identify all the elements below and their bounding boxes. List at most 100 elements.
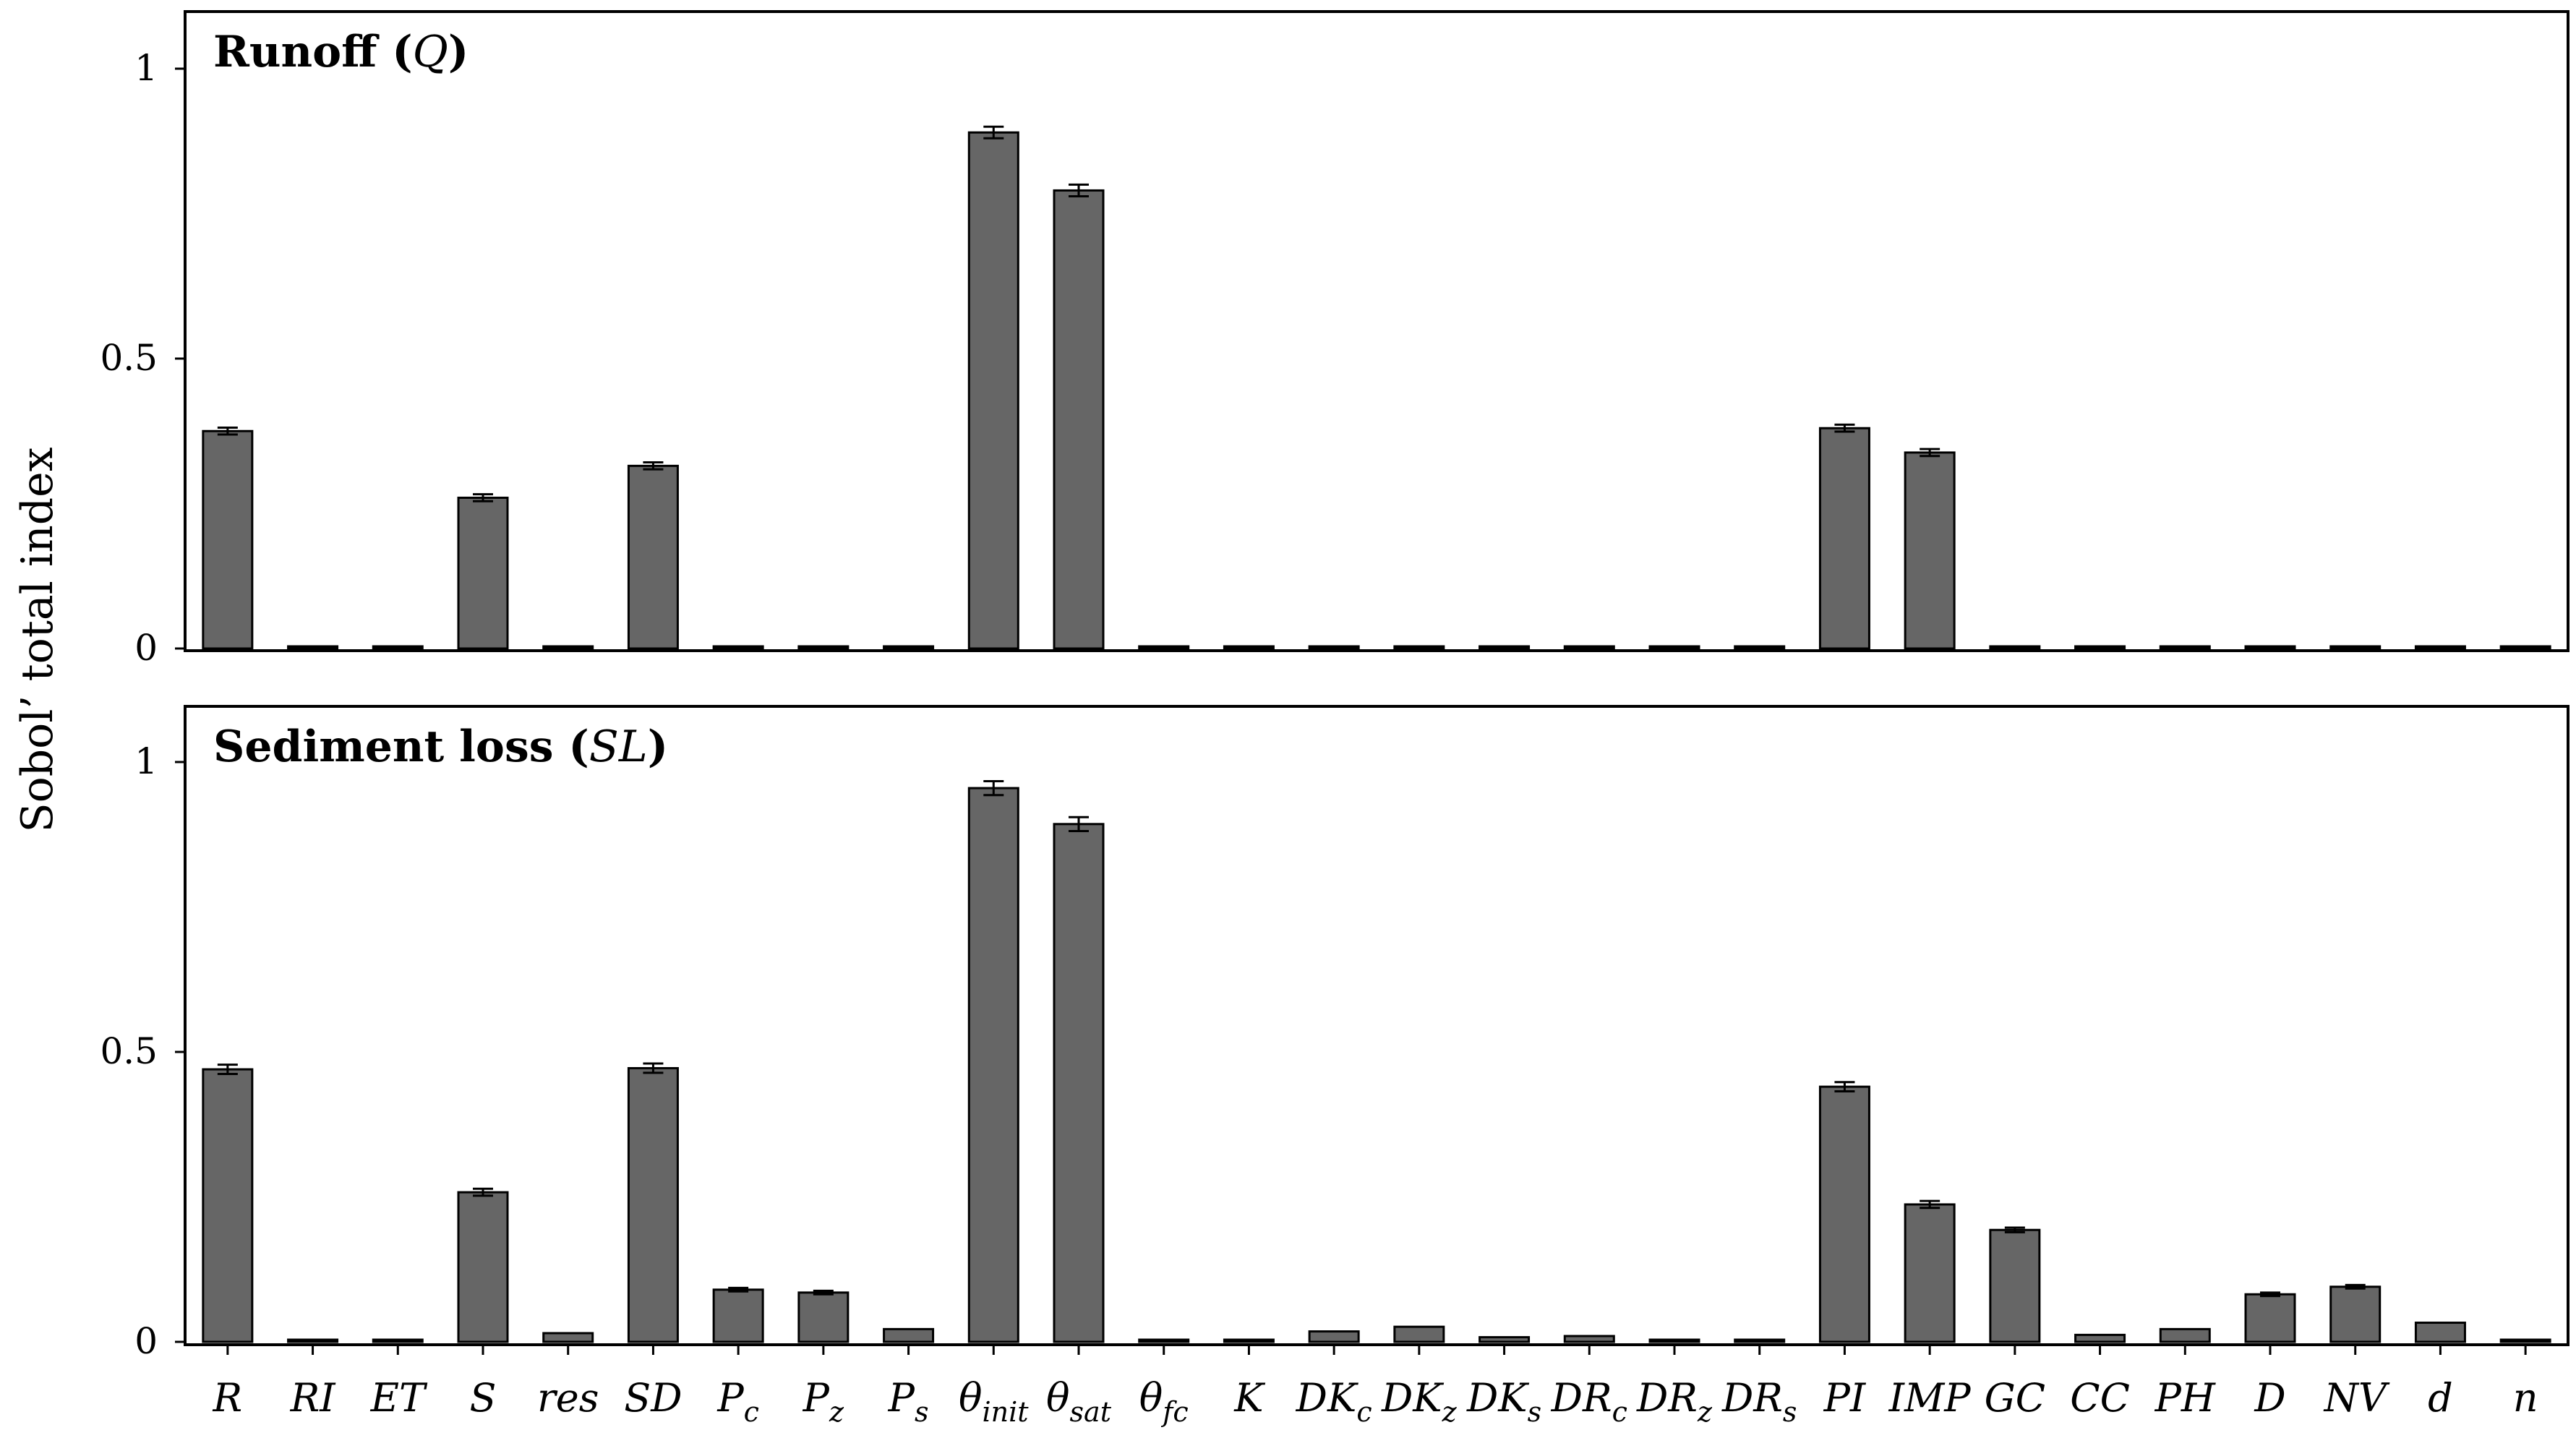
bar-IMP xyxy=(1904,451,1956,650)
x-tick-label-subscript: s xyxy=(1528,1396,1542,1428)
panel-title: Runoff (Q) xyxy=(213,27,468,77)
bar-NV xyxy=(2329,1285,2382,1343)
y-tick-label: 0 xyxy=(134,1320,158,1362)
x-tick-label: GC xyxy=(1985,1375,2045,1421)
bar-DRs xyxy=(1734,645,1786,650)
x-tick-label-base: n xyxy=(2513,1375,2538,1421)
x-tick-label-subscript: sat xyxy=(1070,1396,1112,1428)
bar-PI xyxy=(1818,1085,1870,1343)
bar-DRs xyxy=(1734,1338,1786,1343)
x-tick-label-base: PI xyxy=(1823,1375,1867,1421)
bar-CC xyxy=(2074,1333,2126,1343)
bar-CC xyxy=(2074,645,2126,650)
bar-K xyxy=(1223,645,1275,650)
bar-θfc xyxy=(1138,1338,1190,1343)
x-tick-label: Pz xyxy=(803,1375,844,1428)
bar-DKc xyxy=(1308,1330,1360,1343)
bar-K xyxy=(1223,1338,1275,1343)
plot-frame xyxy=(184,10,2569,652)
x-tick-label: DKc xyxy=(1296,1375,1372,1428)
x-tick-label-subscript: c xyxy=(1612,1396,1627,1428)
bar-θsat xyxy=(1053,823,1105,1343)
x-tick-label-subscript: init xyxy=(983,1396,1030,1428)
x-tick-label: SD xyxy=(624,1375,682,1421)
x-tick-label-subscript: z xyxy=(1442,1396,1458,1428)
x-tick-label-subscript: fc xyxy=(1160,1396,1188,1428)
panel-title-text: ) xyxy=(448,27,468,77)
x-tick-label: IMP xyxy=(1888,1375,1972,1421)
bar-IMP xyxy=(1904,1203,1956,1343)
x-tick-label: PH xyxy=(2154,1375,2216,1421)
bar-DRc xyxy=(1563,1335,1615,1343)
x-tick-label-base: DR xyxy=(1636,1375,1698,1421)
x-tick-label-base: D xyxy=(2254,1375,2285,1421)
x-tick-label: n xyxy=(2513,1375,2538,1421)
bar-d xyxy=(2414,1322,2466,1343)
bar-SD xyxy=(627,1066,679,1343)
x-tick-label: R xyxy=(213,1375,243,1421)
bar-D xyxy=(2244,1293,2296,1343)
x-tick-label: Ps xyxy=(888,1375,929,1428)
x-tick-label-base: CC xyxy=(2070,1375,2130,1421)
x-tick-label-base: PH xyxy=(2154,1375,2216,1421)
x-tick-label: θsat xyxy=(1046,1375,1112,1428)
x-tick-label-base: DK xyxy=(1296,1375,1358,1421)
bar-ET xyxy=(372,1338,424,1343)
x-tick-label-base: DR xyxy=(1551,1375,1612,1421)
x-tick-label-base: res xyxy=(537,1375,599,1421)
x-tick-label-base: R xyxy=(213,1375,243,1421)
x-tick-label-subscript: z xyxy=(829,1396,844,1428)
x-tick-label: NV xyxy=(2323,1375,2390,1421)
bar-Pc xyxy=(712,645,764,650)
bar-Pz xyxy=(797,645,850,650)
x-tick-label: θfc xyxy=(1139,1375,1189,1428)
x-tick-label: res xyxy=(537,1375,599,1421)
y-axis-label: Sobol’ total index xyxy=(12,447,63,832)
plot-frame xyxy=(184,705,2569,1346)
x-tick-label-base: P xyxy=(803,1375,831,1421)
x-tick-label-subscript: c xyxy=(1356,1396,1372,1428)
x-tick-label-base: θ xyxy=(959,1375,983,1421)
bar-GC xyxy=(1989,645,2041,650)
bar-SD xyxy=(627,464,679,650)
x-tick-label: PI xyxy=(1823,1375,1867,1421)
x-tick-label-base: ET xyxy=(370,1375,428,1421)
bar-DKs xyxy=(1479,645,1531,650)
bar-D xyxy=(2244,645,2296,650)
x-tick-label: RI xyxy=(290,1375,337,1421)
bar-PH xyxy=(2159,1327,2211,1343)
chart-panel-1: 0 0.5 1 Runoff (Q) xyxy=(100,10,2569,669)
x-tick-label: ET xyxy=(370,1375,428,1421)
panel-title-symbol: SL xyxy=(589,722,648,772)
bar-S xyxy=(457,496,509,650)
bar-θinit xyxy=(967,131,1019,650)
panel-title: Sediment loss (SL) xyxy=(213,722,668,772)
y-tick-label: 0.5 xyxy=(100,337,158,379)
x-tick-label-subscript: s xyxy=(915,1396,929,1428)
x-tick-label: θinit xyxy=(959,1375,1029,1428)
bar-Pc xyxy=(712,1288,764,1343)
x-tick-label-base: S xyxy=(470,1375,497,1421)
x-tick-label: d xyxy=(2428,1375,2453,1421)
bar-DKz xyxy=(1393,1325,1445,1343)
bar-RI xyxy=(287,645,339,650)
x-tick-label-base: IMP xyxy=(1888,1375,1972,1421)
panel-title-text: Sediment loss ( xyxy=(213,722,589,772)
y-tick-label: 1 xyxy=(134,740,158,782)
x-tick-label-subscript: c xyxy=(744,1396,759,1428)
x-tick-label-subscript: s xyxy=(1783,1396,1797,1428)
bar-n xyxy=(2499,645,2551,650)
bar-R xyxy=(202,1068,254,1343)
bar-Ps xyxy=(883,645,935,650)
bar-R xyxy=(202,429,254,650)
bar-DKs xyxy=(1479,1336,1531,1343)
y-tick-label: 0.5 xyxy=(100,1030,158,1072)
bar-Pz xyxy=(797,1291,850,1343)
bar-DRz xyxy=(1648,1338,1700,1343)
bar-PI xyxy=(1818,427,1870,650)
x-tick-label: S xyxy=(470,1375,497,1421)
bar-DRc xyxy=(1563,645,1615,650)
bar-Ps xyxy=(883,1327,935,1343)
bar-PH xyxy=(2159,645,2211,650)
